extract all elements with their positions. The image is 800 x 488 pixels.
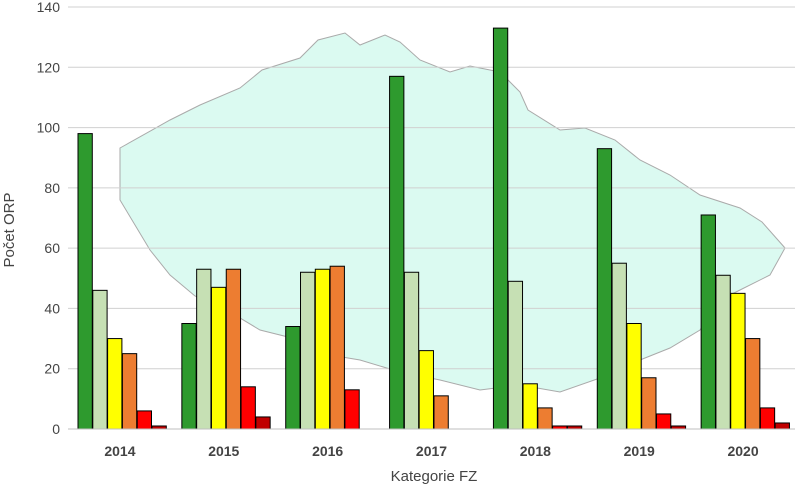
y-tick-label: 0: [52, 421, 60, 437]
bar-2018-series-3: [522, 383, 538, 430]
y-tick-label: 40: [44, 300, 60, 316]
bar-2019-series-3: [626, 323, 642, 430]
bar-2018-series-1: [492, 27, 509, 430]
bar-2020-series-3: [730, 292, 746, 430]
bar-2014-series-2: [92, 289, 108, 430]
y-axis-title: Počet ORP: [1, 192, 18, 267]
bar-2020-series-5: [759, 407, 776, 430]
bar-2017-series-4: [433, 395, 449, 430]
bar-2016-series-3: [314, 268, 331, 430]
bars: [77, 27, 790, 430]
bar-2020-series-4: [745, 338, 761, 430]
y-tick-label: 20: [44, 361, 60, 377]
bar-2016-series-1: [285, 326, 301, 430]
bar-2017-series-1: [389, 75, 405, 430]
y-tick-label: 140: [37, 0, 61, 15]
x-tick-label: 2014: [104, 443, 135, 459]
bar-2019-series-2: [611, 262, 627, 430]
y-tick-label: 80: [44, 180, 60, 196]
bar-2019-series-5: [655, 413, 672, 430]
bar-2017-series-2: [403, 271, 420, 430]
bar-2014-series-3: [107, 338, 123, 430]
gridlines: 0 20 40 60 80 100 120 140: [37, 0, 795, 437]
bar-2015-series-1: [181, 323, 197, 430]
x-tick-label: 2020: [727, 443, 758, 459]
bar-2016-series-2: [300, 271, 316, 430]
bar-2020-series-2: [715, 274, 731, 430]
x-tick-label: 2016: [312, 443, 343, 459]
x-tick-label: 2018: [520, 443, 551, 459]
y-tick-label: 120: [37, 59, 61, 75]
y-tick-label: 60: [44, 240, 60, 256]
bar-2020-series-6: [774, 422, 790, 430]
y-tick-label: 100: [37, 120, 61, 136]
bar-2016-series-4: [329, 265, 345, 430]
bar-2019-series-4: [641, 377, 657, 430]
bar-2015-series-2: [196, 268, 212, 430]
bar-2015-series-5: [240, 386, 256, 430]
bar-2015-series-3: [210, 286, 227, 430]
bar-2014-series-4: [121, 353, 138, 430]
bar-2014-series-1: [77, 133, 93, 430]
bar-2016-series-5: [344, 389, 360, 430]
x-tick-label: 2015: [208, 443, 239, 459]
bar-2019-series-1: [596, 148, 613, 430]
axes: 2014 2015 2016 2017 2018 2019 2020: [68, 428, 795, 459]
bar-2017-series-3: [418, 350, 434, 430]
x-tick-label: 2019: [624, 443, 655, 459]
bar-2015-series-4: [225, 268, 242, 430]
bar-2015-series-6: [255, 416, 271, 430]
bar-2014-series-5: [136, 410, 152, 430]
bar-2018-series-2: [507, 280, 524, 430]
bar-2020-series-1: [700, 214, 716, 430]
bar-2018-series-4: [537, 407, 553, 430]
x-tick-label: 2017: [416, 443, 447, 459]
x-axis-title: Kategorie FZ: [391, 468, 478, 485]
